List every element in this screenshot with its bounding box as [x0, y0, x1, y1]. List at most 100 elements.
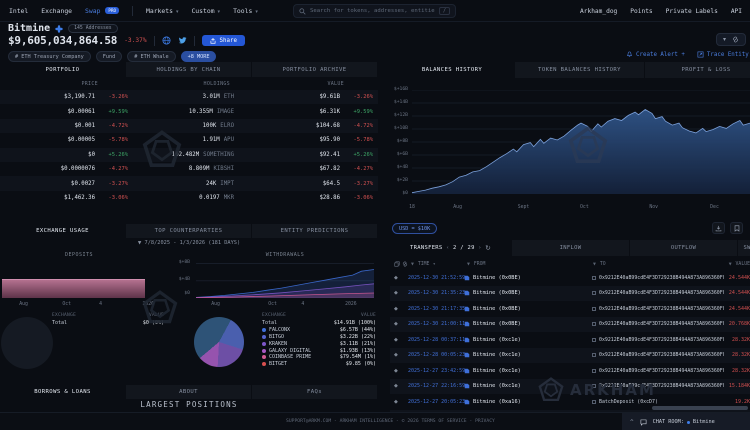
transfer-time[interactable]: 2025-12-27 22:16:59 [408, 383, 466, 390]
nav-markets[interactable]: Markets ▾ [146, 7, 178, 15]
tab-portfolio-archive[interactable]: PORTFOLIO ARCHIVE [252, 62, 378, 77]
transfer-from[interactable]: Bitmine (0x0BE) [464, 275, 592, 281]
column-value[interactable]: ▼ VALUE [728, 260, 750, 267]
transfer-to[interactable]: 0x9212E40aB99cdE4F3D729238B494A873A89636… [592, 275, 724, 281]
usd-filter-chip[interactable]: USD = $10K [392, 223, 438, 234]
transfer-to[interactable]: 0x9212E40aB99cdE4F3D729238B494A873A89636… [592, 306, 724, 312]
portfolio-row[interactable]: $3,190.71 -3.26% 3.01M ETH $9.61B -3.26% [0, 90, 378, 105]
transfer-row[interactable]: ◆ 2025-12-28 00:05:23 Bitmine (0xc1e) 0x… [390, 347, 750, 363]
nav-api[interactable]: API [730, 7, 742, 15]
transfer-row[interactable]: ◆ 2025-12-30 21:00:11 Bitmine (0x0BE) 0x… [390, 316, 750, 332]
withdrawals-chart[interactable] [196, 260, 374, 298]
transfer-from[interactable]: Bitmine (0x0BE) [464, 321, 592, 327]
tab-profit-loss[interactable]: PROFIT & LOSS [645, 62, 750, 78]
nav-custom[interactable]: Custom ▾ [191, 7, 220, 15]
exchange-legend-row[interactable]: BITGO $3.22B (22%) [262, 334, 376, 341]
tab-swaps[interactable]: SWAPS [738, 240, 750, 256]
tab-inflow[interactable]: INFLOW [512, 240, 630, 256]
exchange-legend-row[interactable]: BITGET $9.85 (0%) [262, 361, 376, 368]
transfer-from[interactable]: Bitmine (0xc1e) [464, 368, 592, 374]
exchange-legend-row[interactable]: Total $14.91B (100%) [262, 320, 376, 327]
tags-more-button[interactable]: +8 MORE [180, 51, 217, 62]
deposits-pie-chart[interactable] [1, 317, 53, 369]
date-range-filter[interactable]: ▼ 7/8/2025 - 1/3/2026 (181 DAYS) [0, 240, 378, 246]
portfolio-row[interactable]: $0 +5.26% 102.482M SOMETHING $92.41 +5.2… [0, 147, 378, 162]
tab-transfers[interactable]: TRANSFERS ‹ 2 / 29 › ↻ [390, 240, 512, 256]
transfer-to[interactable]: 0x9212E40aB99cdE4F3D729238B494A873A89636… [592, 337, 724, 343]
refresh-icon[interactable]: ↻ [485, 244, 491, 252]
chat-bar[interactable]: ^ CHAT ROOM: Bitmine [622, 413, 750, 430]
portfolio-row[interactable]: $1,462.36 -3.06% 0.0197 MKR $28.86 -3.06… [0, 191, 378, 205]
search-box[interactable]: / [293, 4, 456, 18]
tab-top-counterparties[interactable]: TOP COUNTERPARTIES [126, 224, 252, 238]
column-value[interactable]: VALUE [327, 80, 344, 87]
tag-eth-whale[interactable]: # ETH Whale [127, 51, 176, 62]
transfer-time[interactable]: 2025-12-27 20:05:23 [408, 398, 466, 405]
tab-about[interactable]: ABOUT [126, 385, 252, 399]
transfer-time[interactable]: 2025-12-30 21:35:23 [408, 290, 466, 297]
nav-exchange[interactable]: Exchange [41, 6, 73, 15]
tab-outflow[interactable]: OUTFLOW [630, 240, 738, 256]
transfer-from[interactable]: Bitmine (0xc1e) [464, 337, 592, 343]
search-input[interactable] [310, 8, 435, 14]
horizontal-scrollbar[interactable] [652, 406, 748, 410]
transfer-from[interactable]: Bitmine (0x0BE) [464, 306, 592, 312]
column-price[interactable]: PRICE [81, 80, 98, 87]
prev-page-icon[interactable]: ‹ [446, 245, 450, 251]
bookmark-button[interactable] [730, 222, 743, 234]
collapse-chat-icon[interactable]: ^ [630, 418, 634, 426]
nav-tools[interactable]: Tools ▾ [233, 7, 258, 15]
balance-history-chart[interactable] [412, 90, 750, 194]
transfer-to[interactable]: 0x9212E40aB99cdE4F3D729238B494A873A89636… [592, 290, 724, 296]
exchange-legend-row[interactable]: FALCONX $6.57B (44%) [262, 327, 376, 334]
tag-eth-treasury[interactable]: # ETH Treasury Company [8, 51, 91, 62]
tab-borrows-loans[interactable]: BORROWS & LOANS [0, 385, 126, 399]
tab-exchange-usage[interactable]: EXCHANGE USAGE [0, 224, 126, 238]
transfer-time[interactable]: 2025-12-28 00:05:23 [408, 352, 466, 359]
transfer-time[interactable]: 2025-12-27 23:42:59 [408, 367, 466, 374]
transfer-time[interactable]: 2025-12-30 21:17:35 [408, 305, 466, 312]
transfer-to[interactable]: 0x9212E40aB99cdE4F3D729238B494A873A89636… [592, 321, 724, 327]
tab-balances-history[interactable]: BALANCES HISTORY [390, 62, 515, 78]
chain-icon[interactable] [402, 261, 408, 267]
transfer-from[interactable]: Bitmine (0x0BE) [464, 290, 592, 296]
transfer-row[interactable]: ◆ 2025-12-27 20:05:23 Bitmine (0xa16) Ba… [390, 394, 750, 410]
trace-entity-button[interactable]: Trace Entity [697, 51, 749, 58]
exchange-legend-row[interactable]: COINBASE PRIME $79.54M (1%) [262, 354, 376, 361]
tab-portfolio[interactable]: PORTFOLIO [0, 62, 126, 77]
transfer-from[interactable]: Bitmine (0xc1e) [464, 352, 592, 358]
withdrawals-pie-chart[interactable] [194, 317, 244, 367]
portfolio-row[interactable]: $0.00005 -5.78% 1.91M APU $95.90 -5.78% [0, 133, 378, 147]
transfer-row[interactable]: ◆ 2025-12-27 22:16:59 Bitmine (0xc1e) 0x… [390, 378, 750, 394]
tab-entity-predictions[interactable]: ENTITY PREDICTIONS [252, 224, 378, 238]
nav-swap[interactable]: Swap [85, 6, 101, 15]
exchange-legend-row[interactable]: GALAXY DIGITAL $1.93B (13%) [262, 347, 376, 354]
portfolio-row[interactable]: $0.001 -4.72% 100K ELRO $104.68 -4.72% [0, 118, 378, 134]
transfer-time[interactable]: 2025-12-30 21:00:11 [408, 321, 466, 328]
column-from[interactable]: ▼ FROM [467, 260, 486, 267]
addresses-badge[interactable]: 145 Addresses [68, 24, 118, 33]
share-button[interactable]: Share [201, 35, 245, 46]
nav-private-labels[interactable]: Private Labels [665, 7, 718, 15]
transfer-from[interactable]: Bitmine (0xa16) [464, 399, 592, 405]
portfolio-row[interactable]: $0.0027 -3.27% 24K IMPT $64.5 -3.27% [0, 176, 378, 191]
nav-points[interactable]: Points [630, 7, 653, 15]
transfer-time[interactable]: 2025-12-28 00:37:11 [408, 336, 466, 343]
column-holdings[interactable]: HOLDINGS [203, 80, 230, 87]
copy-icon[interactable] [394, 260, 400, 267]
transfer-to[interactable]: 0x9212E40aB99cdE4F3D729238B494A873A89636… [592, 352, 724, 358]
tab-faqs[interactable]: FAQs [252, 385, 378, 399]
portfolio-row[interactable]: $0.00061 +9.59% 10.355M IMAGE $6.31K +9.… [0, 104, 378, 118]
portfolio-row[interactable]: $0.0000076 -4.27% 8.809M KIBSHI $67.82 -… [0, 162, 378, 176]
globe-icon[interactable] [162, 36, 171, 45]
twitter-icon[interactable] [178, 36, 187, 45]
deposits-chart[interactable] [2, 260, 156, 298]
transfer-time[interactable]: 2025-12-30 21:52:59 [408, 274, 466, 281]
transfer-to[interactable]: 0x9212E40aB99cdE4F3D729238B494A873A89636… [592, 383, 724, 389]
transfer-from[interactable]: Bitmine (0xc1e) [464, 383, 592, 389]
transfer-to[interactable]: BatchDeposit (0xcD7) [592, 399, 724, 405]
chevron-down-icon[interactable]: ▾ [722, 36, 726, 43]
column-time[interactable]: ▼ TIME ▾ [411, 260, 436, 267]
tab-holdings-by-chain[interactable]: HOLDINGS BY CHAIN [126, 62, 252, 77]
column-to[interactable]: ▼ TO [593, 260, 606, 267]
